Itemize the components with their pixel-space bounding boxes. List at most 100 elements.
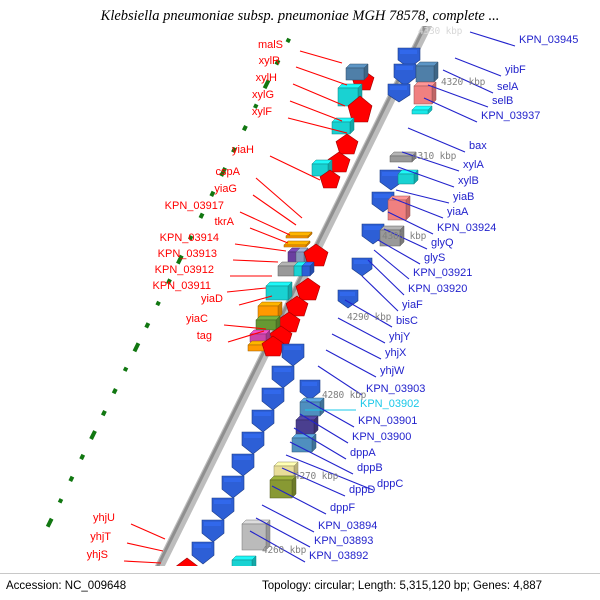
gene-label[interactable]: KPN_03920 [408, 283, 468, 295]
block-face[interactable] [265, 285, 289, 301]
gene-label[interactable]: KPN_03893 [314, 535, 374, 547]
gene-label[interactable]: yhjU [92, 512, 115, 524]
gene-feature[interactable] [255, 315, 281, 331]
gene-feature[interactable] [273, 461, 299, 477]
gene-feature[interactable] [303, 243, 329, 267]
gene-label[interactable]: bisC [396, 315, 419, 327]
gene-feature[interactable] [221, 475, 245, 499]
gene-feature[interactable] [285, 231, 313, 239]
gene-feature[interactable] [301, 261, 315, 277]
gene-label[interactable]: yhjS [86, 549, 108, 561]
gene-feature[interactable] [361, 223, 385, 245]
gene-feature[interactable] [345, 63, 369, 81]
gene-label[interactable]: KPN_03900 [352, 431, 412, 443]
gene-feature[interactable] [283, 240, 311, 248]
gene-feature[interactable] [351, 257, 373, 277]
gene-label[interactable]: glyS [424, 252, 446, 264]
block-face[interactable] [331, 121, 351, 135]
gene-label[interactable]: yibF [505, 64, 526, 76]
gene-feature[interactable] [261, 387, 285, 411]
block-face[interactable] [345, 67, 365, 81]
gene-label[interactable]: KPN_03921 [413, 267, 473, 279]
gene-label[interactable]: yiaA [447, 206, 469, 218]
gene-label[interactable]: KPN_03894 [318, 520, 378, 532]
gene-feature[interactable] [415, 61, 439, 83]
gene-feature[interactable] [411, 105, 433, 115]
block-face[interactable] [397, 173, 415, 185]
gene-feature[interactable] [387, 195, 411, 221]
gene-label[interactable]: dppA [350, 447, 376, 459]
gene-label[interactable]: bax [469, 140, 487, 152]
gene-label[interactable]: dppB [357, 462, 383, 474]
gene-label[interactable]: KPN_03912 [154, 264, 214, 276]
gene-feature[interactable] [319, 169, 341, 189]
gene-feature[interactable] [387, 83, 411, 103]
block-face[interactable] [241, 523, 267, 551]
gene-feature[interactable] [211, 497, 235, 521]
gene-feature[interactable] [257, 301, 283, 319]
gene-feature[interactable] [295, 415, 319, 435]
gene-feature[interactable] [175, 557, 199, 566]
gene-feature[interactable] [291, 433, 317, 453]
gene-feature[interactable] [397, 169, 419, 185]
gene-label[interactable]: KPN_03914 [159, 232, 219, 244]
block-face[interactable] [277, 265, 295, 277]
gene-feature[interactable] [331, 117, 355, 135]
block-face[interactable] [273, 465, 295, 477]
gene-label[interactable]: xylR [258, 55, 280, 67]
gene-label[interactable]: cspA [215, 166, 240, 178]
gene-feature[interactable] [241, 519, 271, 551]
gene-label[interactable]: yiaH [231, 144, 254, 156]
gene-feature[interactable] [231, 555, 257, 566]
gene-label[interactable]: yiaD [200, 293, 223, 305]
gene-feature[interactable] [269, 475, 297, 499]
block-face[interactable] [291, 437, 313, 453]
gene-feature[interactable] [191, 541, 215, 565]
gene-label[interactable]: xylB [458, 175, 479, 187]
gene-feature[interactable] [285, 295, 309, 317]
gene-label[interactable]: xylF [251, 106, 272, 118]
gene-arrow[interactable] [175, 557, 199, 566]
gene-feature[interactable] [327, 151, 351, 173]
block-face[interactable] [389, 155, 413, 163]
gene-label[interactable]: KPN_03945 [519, 34, 579, 46]
gene-feature[interactable] [379, 169, 403, 191]
block-face[interactable] [285, 235, 309, 239]
gene-label[interactable]: KPN_03924 [437, 222, 497, 234]
block-face[interactable] [299, 401, 321, 417]
gene-label[interactable]: KPN_03892 [309, 550, 369, 562]
gene-label[interactable]: yhjX [385, 347, 407, 359]
gene-feature[interactable] [281, 343, 305, 367]
gene-label[interactable]: yhjW [380, 365, 405, 377]
gene-label[interactable]: malS [257, 39, 283, 51]
gene-label[interactable]: selA [497, 81, 519, 93]
gene-label[interactable]: KPN_03917 [164, 200, 224, 212]
gene-label[interactable]: KPN_03901 [358, 415, 418, 427]
gene-label[interactable]: yiaB [453, 191, 475, 203]
gene-feature[interactable] [265, 281, 293, 301]
gene-label[interactable]: KPN_03911 [152, 280, 211, 292]
gene-feature[interactable] [261, 335, 285, 357]
gene-label[interactable]: xylA [463, 159, 484, 171]
gene-label[interactable]: KPN_03902 [360, 398, 420, 410]
block-face[interactable] [247, 344, 265, 352]
block-face[interactable] [293, 265, 303, 277]
gene-feature[interactable] [295, 277, 321, 301]
gene-feature[interactable] [335, 133, 359, 155]
gene-label[interactable]: KPN_03913 [157, 248, 217, 260]
block-face[interactable] [301, 265, 311, 277]
gene-label[interactable]: dppC [377, 478, 404, 490]
block-face[interactable] [231, 559, 253, 566]
gene-label[interactable]: selB [492, 95, 514, 107]
gene-feature[interactable] [347, 95, 373, 123]
gene-feature[interactable] [397, 47, 421, 69]
gene-feature[interactable] [299, 379, 321, 401]
gene-feature[interactable] [271, 365, 295, 389]
gene-label[interactable]: dppD [349, 484, 376, 496]
gene-label[interactable]: dppF [330, 502, 356, 514]
block-face[interactable] [413, 85, 433, 105]
block-face[interactable] [269, 479, 293, 499]
gene-label[interactable]: KPN_03937 [481, 110, 541, 122]
gene-feature[interactable] [299, 397, 325, 417]
block-face[interactable] [411, 109, 429, 115]
